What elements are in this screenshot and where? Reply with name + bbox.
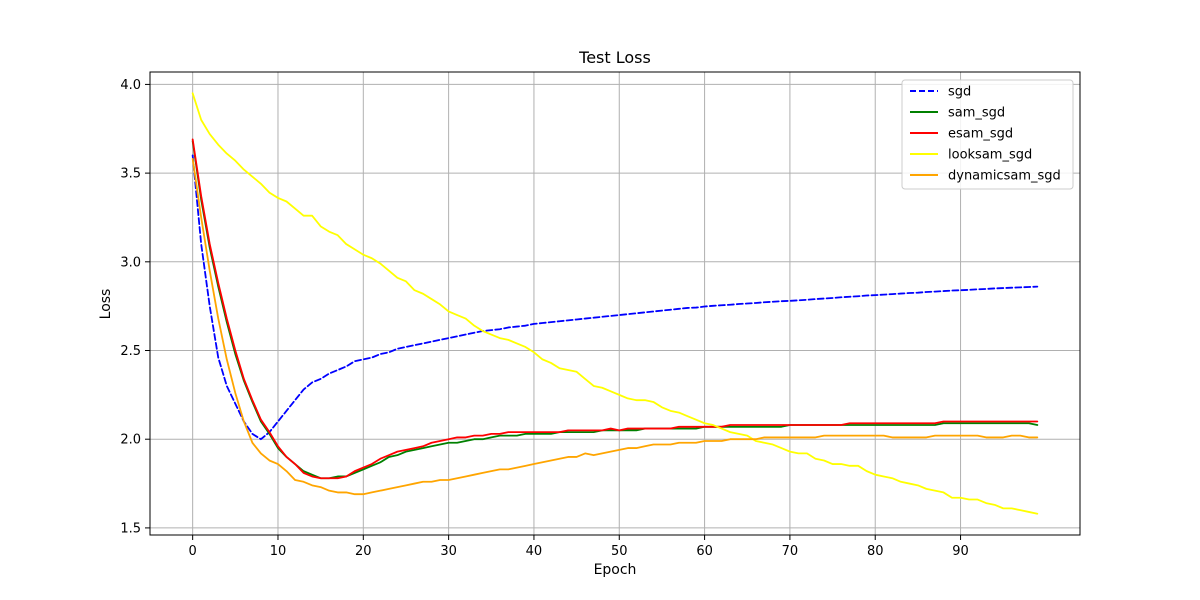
legend-label-sam_sgd: sam_sgd [948, 106, 1005, 121]
legend: sgd sam_sgd esam_sgd looksam_sgd dynamicsam_… [901, 79, 1074, 190]
y-tick-label: 2.0 [120, 433, 141, 448]
plot-lines [191, 92, 1039, 515]
series-line-dynamicsam_sgd [191, 158, 1039, 496]
series-line-esam_sgd [191, 138, 1039, 480]
legend-label-sgd: sgd [948, 85, 971, 100]
series-line-sgd [191, 154, 1039, 441]
y-tick-label: 2.5 [120, 344, 141, 359]
y-tick-label: 4.0 [120, 78, 141, 93]
chart-title: Test Loss [578, 48, 651, 67]
x-tick-label: 0 [189, 544, 197, 559]
x-axis-label: Epoch [594, 562, 637, 578]
y-axis-label: Loss [98, 289, 114, 320]
y-tick-label: 3.0 [120, 255, 141, 270]
plot-frame [149, 71, 1081, 536]
y-tick-label: 3.5 [120, 167, 141, 182]
x-tick-label: 80 [867, 544, 884, 559]
x-tick-label: 30 [440, 544, 457, 559]
legend-label-dynamicsam_sgd: dynamicsam_sgd [948, 169, 1061, 184]
legend-label-looksam_sgd: looksam_sgd [948, 148, 1032, 163]
x-tick-label: 70 [782, 544, 799, 559]
x-tick-label: 60 [696, 544, 713, 559]
x-tick-label: 90 [952, 544, 969, 559]
legend-label-esam_sgd: esam_sgd [948, 127, 1013, 142]
y-tick-label: 1.5 [120, 521, 141, 536]
x-tick-label: 20 [355, 544, 372, 559]
x-tick-label: 50 [611, 544, 628, 559]
series-line-looksam_sgd [191, 92, 1039, 515]
x-tick-label: 40 [526, 544, 543, 559]
legend-box [901, 79, 1074, 190]
y-axis-ticks: 1.5 2.0 2.5 3.0 3.5 4.0 [120, 78, 150, 536]
x-tick-label: 10 [270, 544, 287, 559]
grid [150, 72, 1080, 535]
x-axis-ticks: 0 10 20 30 40 50 60 70 80 90 [189, 535, 969, 559]
